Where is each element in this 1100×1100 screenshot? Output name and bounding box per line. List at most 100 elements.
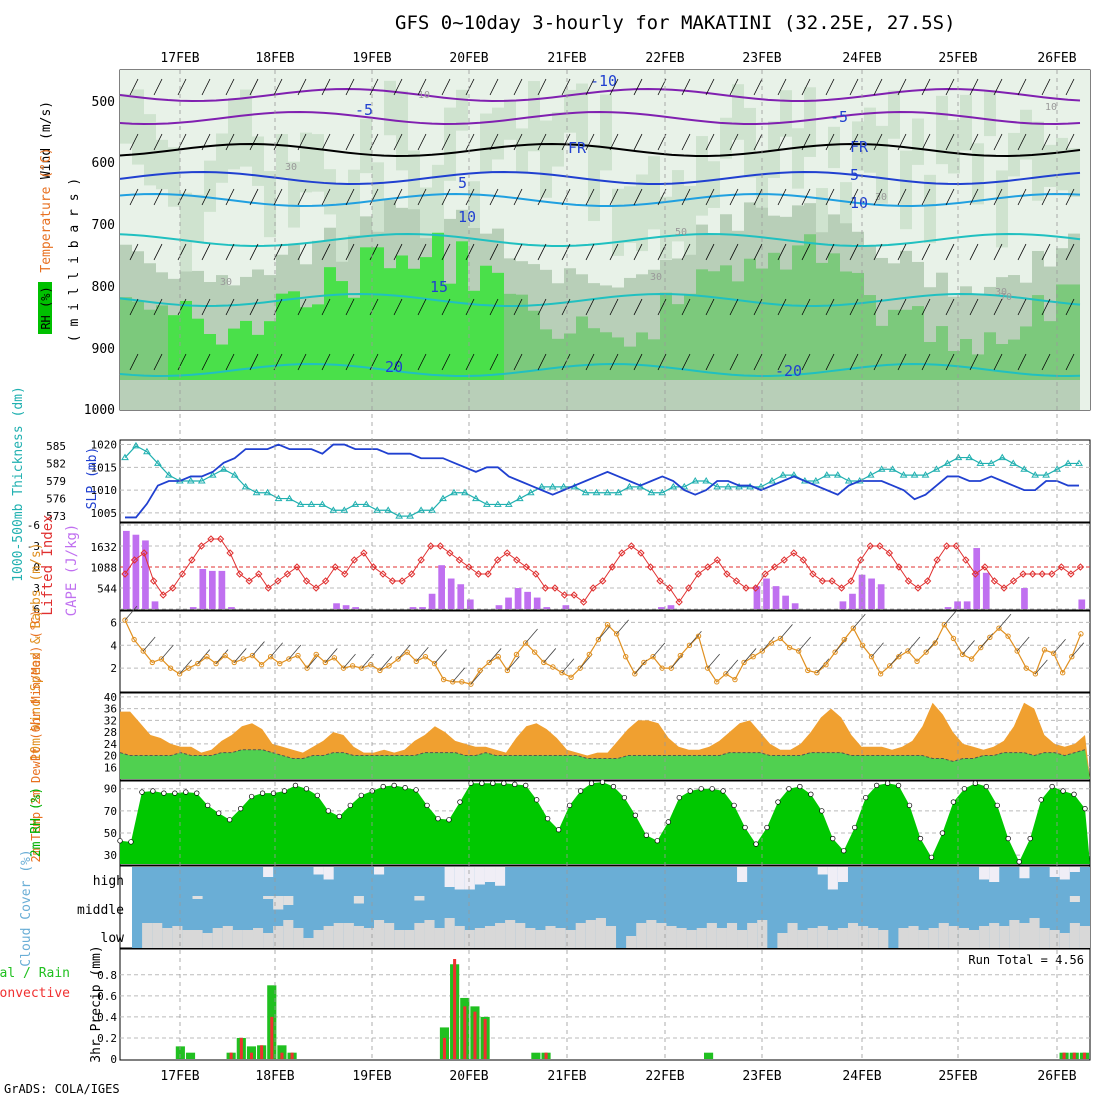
thickness-point [559, 482, 568, 490]
cloud-high-cell [1049, 867, 1060, 877]
wind-barb [609, 243, 619, 261]
ylabel-precip: 3hr Precip (mm) [89, 945, 104, 1062]
rh-point [632, 812, 639, 818]
wind-speed-point [632, 671, 638, 677]
thickness-point [998, 453, 1007, 461]
rh-contour-label: 30 [220, 277, 232, 288]
rh-shade-high [576, 316, 588, 380]
wind-barb-10m [416, 647, 429, 662]
thickness-point [779, 471, 787, 478]
wind-barb-10m [598, 625, 611, 640]
cloud-low-cell [363, 928, 375, 948]
isotherm-label: -5 [830, 108, 848, 126]
precip-tick: 0.6 [97, 990, 117, 1003]
wind-barb [705, 243, 715, 261]
cloud-high-cell [464, 867, 475, 890]
wind-barb [297, 298, 307, 316]
isotherm-line [119, 292, 1081, 307]
precip-panel: 0.8 0.6 0.4 0.2 0 Run Total = 4.56 Total / Rai… [0, 953, 1090, 1066]
wind-barb [393, 353, 403, 371]
isotherm-line [119, 110, 1081, 125]
rh-point [643, 832, 650, 838]
rh-shade-high [372, 247, 384, 380]
wind-speed-point [1014, 648, 1020, 654]
rh-point [358, 792, 364, 799]
wind-speed-point [1041, 647, 1048, 653]
isotherm-label: 15 [430, 278, 448, 296]
thickness-point [373, 506, 382, 513]
thickness-point [844, 477, 853, 484]
ylabel-cloud: Cloud Cover (%) [19, 849, 34, 966]
wind-speed-point [604, 622, 611, 628]
rh-point [1027, 835, 1033, 842]
wind-barb [153, 188, 163, 206]
slp-tick: 1020 [91, 439, 118, 452]
cloud-low-cell [666, 926, 677, 948]
wind-barb [1065, 78, 1075, 96]
wind-barb [537, 243, 547, 261]
wind-barb [369, 78, 379, 96]
wind-barb [129, 133, 139, 151]
cloud-low-cell [172, 926, 183, 948]
wind-speed-point [295, 652, 301, 659]
thickness-point [921, 471, 930, 478]
cloud-low-cell [858, 926, 869, 948]
slp-tick: 1005 [91, 507, 118, 520]
rh-point [424, 802, 430, 808]
cloud-low-cell [948, 926, 959, 948]
rh-point [248, 793, 255, 800]
wind-barb [393, 243, 403, 261]
wind-barb [465, 243, 475, 261]
wind-speed-point [450, 679, 456, 685]
precip-conv-bar [442, 1037, 446, 1059]
wind-speed-point [541, 659, 547, 666]
wind-barb [513, 243, 523, 261]
wind-speed-point [304, 665, 310, 671]
date-label-bottom: 26FEB [1037, 1069, 1076, 1084]
rh-point [336, 813, 342, 820]
wind-speed-point [950, 635, 957, 642]
wind-speed-point [522, 640, 529, 646]
wind-speed-point [258, 662, 265, 668]
wind-barb [513, 298, 523, 316]
rh-shade-high [516, 294, 528, 380]
isotherm-line [119, 362, 1081, 377]
wind-speed-point [358, 665, 365, 671]
wind-barb [489, 298, 499, 316]
wind-barb [561, 353, 571, 371]
rh-shade-high [192, 318, 204, 380]
wind-speed-point [659, 665, 665, 671]
precip-total-bar [531, 1052, 541, 1059]
wind-barb [609, 353, 619, 371]
rh-point [665, 819, 671, 825]
rh-shade-upper [192, 194, 204, 243]
wind-barb [177, 298, 187, 316]
rh-shade-high [900, 309, 912, 380]
rh-point [435, 815, 441, 822]
rh-shade-high [120, 297, 132, 380]
cloud-high-cell [474, 867, 485, 885]
rh-point [939, 830, 946, 836]
li-point [694, 570, 702, 578]
rh-shade-high [744, 258, 756, 380]
rh-shade-high [504, 293, 516, 380]
wind-barb [945, 353, 955, 371]
isotherm-line [119, 87, 1081, 102]
date-label-top: 18FEB [255, 51, 294, 66]
li-point [474, 570, 483, 578]
rh-point [676, 794, 682, 801]
wind-barb [705, 298, 715, 316]
cape-bar [849, 593, 856, 609]
panel-frame-3 [119, 610, 1091, 693]
cloud-low-cell [313, 930, 324, 948]
thickness-point [833, 471, 842, 478]
rh-shade-high [144, 309, 156, 380]
rh-shade-high [780, 269, 792, 380]
thickness-point [482, 500, 491, 507]
wind-barb [225, 353, 235, 371]
li-point [245, 577, 253, 585]
rh-point [380, 783, 386, 790]
wind-barb [513, 78, 523, 96]
rh-shade-upper [216, 133, 228, 183]
wind-speed-point [477, 667, 483, 674]
